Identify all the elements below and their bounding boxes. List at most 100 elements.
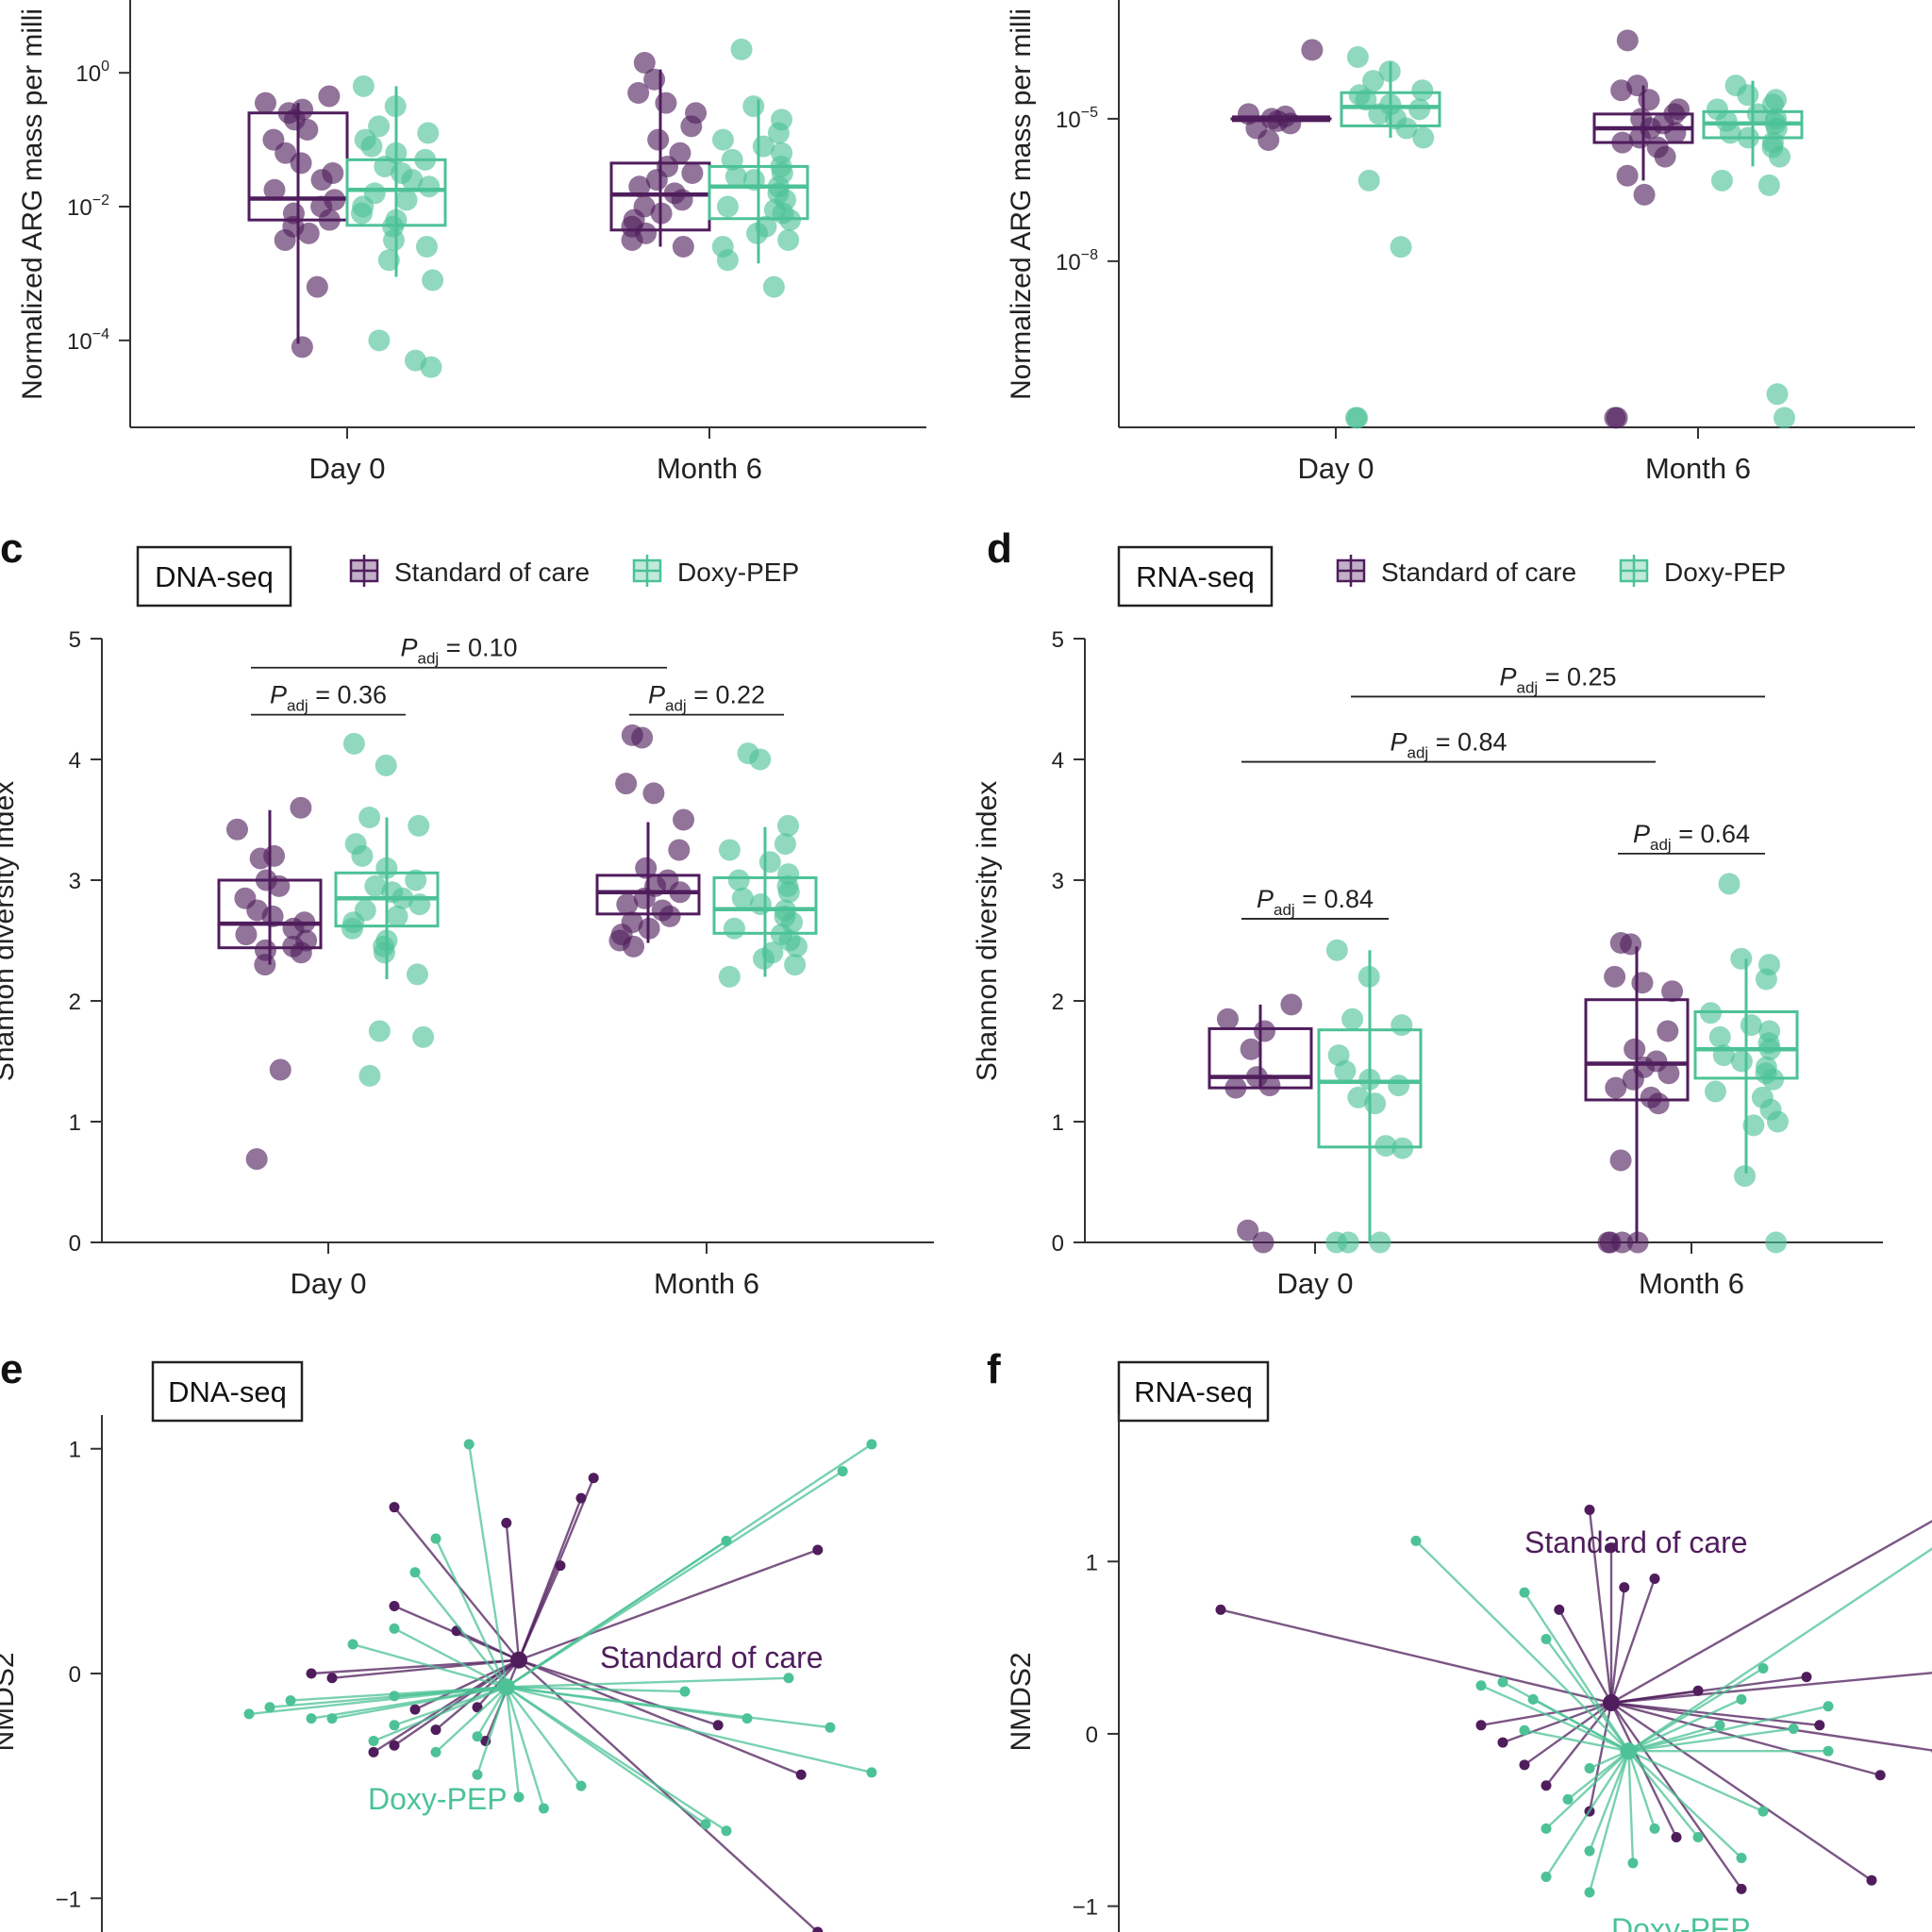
data-point-doxy: [753, 947, 775, 970]
panel-label: RNA-seq: [1136, 560, 1255, 593]
data-point-doxy: [716, 249, 739, 272]
ordination-point: [712, 1720, 724, 1731]
ordination-point: [866, 1767, 877, 1778]
y-axis-label: Normalized ARG mass per milli: [1006, 8, 1037, 400]
panel-label: RNA-seq: [1134, 1375, 1253, 1408]
ordination-point: [368, 1735, 379, 1746]
data-point-doxy: [1355, 89, 1377, 111]
data-point-doxy: [401, 169, 424, 192]
y-tick-label: 1: [1052, 1110, 1064, 1136]
ordination-point: [1497, 1676, 1508, 1688]
data-point-soc: [290, 941, 312, 964]
panel-label-box: [1117, 1360, 1270, 1423]
data-point-doxy: [758, 851, 781, 874]
data-point-soc: [297, 222, 320, 244]
spider-line: [1609, 1587, 1625, 1704]
data-point-soc: [1301, 39, 1324, 61]
data-point-doxy: [1364, 1092, 1387, 1115]
y-tick-label: 10−5: [1056, 105, 1098, 133]
data-point-doxy: [721, 148, 743, 171]
data-point-soc: [1631, 972, 1654, 994]
data-point-soc: [1279, 112, 1302, 135]
y-tick-label: 10−8: [1056, 247, 1098, 275]
panel-label-box: [151, 1360, 304, 1423]
ordination-point: [430, 1724, 441, 1736]
centroid: [497, 1678, 515, 1696]
panel-letter: d: [987, 525, 1012, 572]
data-point-soc: [1280, 993, 1303, 1016]
data-point-doxy: [742, 95, 765, 118]
ordination-point: [1475, 1720, 1487, 1731]
y-axis-label: NMDS2: [1006, 1652, 1037, 1751]
data-point-doxy: [384, 95, 407, 118]
ordination-point: [1671, 1832, 1682, 1843]
spider-line: [393, 1686, 507, 1698]
data-point-soc: [1626, 1231, 1649, 1254]
p-value-label: Padj = 0.36: [270, 681, 387, 715]
data-point-doxy: [778, 208, 801, 231]
ordination-point: [472, 1769, 483, 1780]
ordination-point: [368, 1746, 379, 1757]
data-point-soc: [263, 178, 286, 201]
ordination-point: [1584, 1504, 1595, 1515]
panel-e: e DNA-seq NMDS2 1 0 −1 Standard of care Doxy-PE…: [0, 1346, 877, 1932]
spider-line: [518, 1658, 719, 1726]
data-point-soc: [249, 847, 272, 870]
data-point-doxy: [1757, 174, 1780, 196]
data-point-soc: [633, 887, 656, 909]
data-point-doxy: [1325, 1231, 1348, 1254]
data-point-doxy: [1369, 1231, 1391, 1254]
ordination-point: [866, 1439, 877, 1450]
ordination-point: [538, 1803, 549, 1814]
ordination-point: [389, 1720, 400, 1731]
y-tick-label: −1: [1073, 1895, 1098, 1921]
spider-line: [373, 1658, 520, 1754]
data-point-soc: [1252, 1231, 1274, 1254]
ordination-point: [1814, 1720, 1825, 1731]
y-tick-label: 0: [69, 1231, 81, 1257]
ordination-point: [1649, 1574, 1660, 1585]
data-point-soc: [268, 874, 291, 897]
data-point-doxy: [784, 954, 807, 976]
data-point-doxy: [727, 869, 750, 891]
spider-line: [506, 1686, 727, 1832]
data-point-soc: [628, 175, 651, 198]
data-point-doxy: [785, 935, 808, 958]
ordination-point: [700, 1819, 711, 1830]
ordination-point: [389, 1623, 400, 1634]
ordination-point: [306, 1668, 317, 1679]
data-point-doxy: [777, 228, 800, 251]
data-point-soc: [681, 162, 704, 185]
data-point-soc: [318, 208, 341, 231]
y-axis-label: Shannon diversity index: [0, 781, 20, 1082]
data-point-soc: [1609, 1149, 1632, 1172]
y-tick-label: 1: [1086, 1550, 1098, 1575]
data-point-doxy: [746, 222, 769, 244]
spider-line: [517, 1565, 562, 1661]
ordination-point: [1584, 1845, 1595, 1857]
data-point-soc: [1657, 1062, 1680, 1085]
ordination-point: [472, 1702, 483, 1713]
data-point-doxy: [1769, 145, 1791, 168]
x-tick-label: Day 0: [1277, 1267, 1354, 1300]
ordination-point: [812, 1544, 824, 1556]
spider-line: [1610, 1701, 1932, 1752]
spider-line: [1627, 1750, 1764, 1813]
data-point-doxy: [395, 189, 418, 211]
data-point-doxy: [718, 839, 741, 861]
ordination-point: [1649, 1823, 1660, 1834]
data-point-doxy: [415, 236, 438, 258]
ordination-point: [1736, 1883, 1747, 1894]
panel-f: f RNA-seq NMDS2 1 0 −1 Standard of care Doxy-PE…: [987, 1346, 1932, 1932]
data-point-doxy: [1362, 70, 1385, 92]
ordination-point: [1736, 1852, 1747, 1863]
data-point-doxy: [742, 169, 765, 192]
data-point-doxy: [374, 155, 396, 177]
data-point-doxy: [716, 195, 739, 218]
ordination-point: [389, 1601, 400, 1612]
ordination-point: [389, 1740, 400, 1751]
ordination-point: [472, 1731, 483, 1742]
spider-line: [518, 1658, 819, 1932]
data-point-doxy: [1357, 169, 1380, 192]
spider-line: [1627, 1750, 1657, 1829]
